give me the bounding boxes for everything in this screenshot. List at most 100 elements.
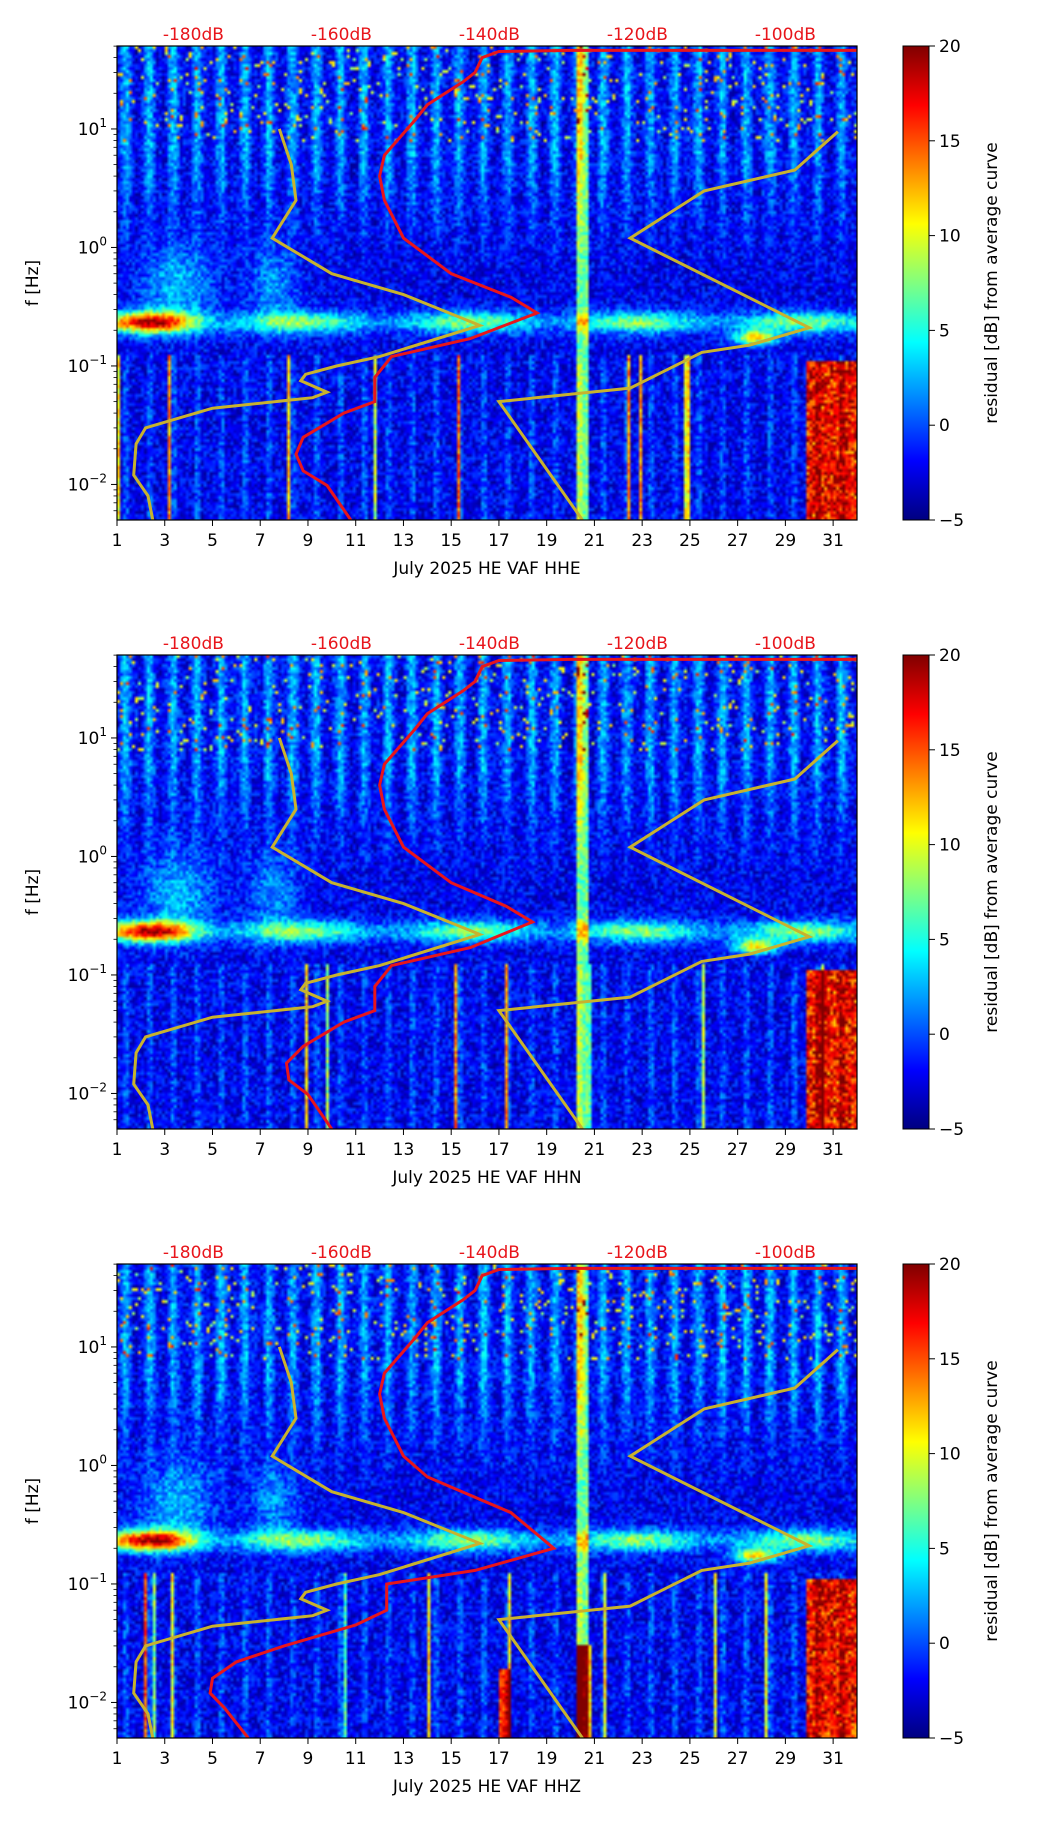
y-tick-base: 10 bbox=[78, 120, 100, 140]
x-tick-label: 5 bbox=[207, 531, 218, 551]
curves bbox=[132, 48, 857, 520]
x-tick-label: 11 bbox=[345, 531, 367, 551]
db-scale-label: -120dB bbox=[607, 25, 668, 45]
x-tick-label: 9 bbox=[303, 531, 314, 551]
colorbar-tick-label: 5 bbox=[939, 1539, 950, 1559]
y-axis-label: f [Hz] bbox=[23, 1478, 43, 1524]
x-tick-label: 13 bbox=[393, 531, 415, 551]
colorbar-tick-label: 0 bbox=[939, 1634, 950, 1654]
colorbar-tick-label: −5 bbox=[939, 1120, 964, 1140]
y-tick-label: 10−1 bbox=[68, 1571, 107, 1595]
x-axis-label: July 2025 HE VAF HHE bbox=[392, 559, 580, 579]
noise-model-high-curve bbox=[496, 130, 839, 520]
y-tick-base: 10 bbox=[78, 238, 100, 258]
x-tick-label: 21 bbox=[584, 1140, 606, 1160]
x-tick-label: 19 bbox=[536, 531, 558, 551]
y-tick-base: 10 bbox=[68, 1575, 90, 1595]
heatmap-canvas bbox=[117, 655, 857, 1129]
db-scale-label: -180dB bbox=[163, 1243, 224, 1263]
noise-model-high-curve bbox=[496, 1348, 839, 1738]
y-tick-base: 10 bbox=[68, 475, 90, 495]
x-tick-label: 31 bbox=[822, 531, 844, 551]
spectrogram-heatmap bbox=[117, 46, 857, 520]
x-tick-label: 25 bbox=[679, 531, 701, 551]
y-tick-base: 10 bbox=[78, 1456, 100, 1476]
db-scale-label: -120dB bbox=[607, 634, 668, 654]
x-tick-label: 5 bbox=[207, 1749, 218, 1769]
x-tick-label: 15 bbox=[440, 1749, 462, 1769]
x-tick-label: 17 bbox=[488, 531, 510, 551]
x-tick-label: 1 bbox=[112, 1140, 123, 1160]
colorbar bbox=[902, 1263, 930, 1739]
db-scale-label: -140dB bbox=[459, 634, 520, 654]
noise-model-low-curve bbox=[132, 737, 485, 1129]
y-tick-label: 10−1 bbox=[68, 962, 107, 986]
colorbar-tick-label: −5 bbox=[939, 1729, 964, 1749]
x-tick-label: 23 bbox=[631, 1140, 653, 1160]
curves bbox=[132, 657, 857, 1129]
y-tick-base: 10 bbox=[68, 1693, 90, 1713]
colorbar-tick-label: 5 bbox=[939, 321, 950, 341]
x-tick-label: 11 bbox=[345, 1140, 367, 1160]
colorbar-tick-label: 0 bbox=[939, 1025, 950, 1045]
colorbar-tick-label: 10 bbox=[939, 1445, 961, 1465]
colorbar-tick-label: 10 bbox=[939, 227, 961, 247]
y-tick-label: 101 bbox=[78, 725, 107, 749]
colorbar-label: residual [dB] from average curve bbox=[982, 142, 1002, 423]
colorbar-tick-label: 15 bbox=[939, 1350, 961, 1370]
x-tick-label: 7 bbox=[255, 531, 266, 551]
heatmap-canvas bbox=[117, 46, 857, 520]
y-tick-exp: 1 bbox=[99, 116, 107, 130]
x-tick-label: 3 bbox=[159, 531, 170, 551]
median-curve bbox=[294, 48, 857, 520]
x-tick-label: 17 bbox=[488, 1140, 510, 1160]
y-tick-label: 100 bbox=[78, 234, 107, 258]
x-tick-label: 19 bbox=[536, 1140, 558, 1160]
y-tick-exp: −1 bbox=[89, 1571, 107, 1585]
db-scale-label: -100dB bbox=[755, 634, 816, 654]
x-tick-label: 23 bbox=[631, 531, 653, 551]
y-tick-exp: −2 bbox=[89, 471, 107, 485]
db-scale-label: -120dB bbox=[607, 1243, 668, 1263]
curves bbox=[132, 1266, 857, 1738]
median-curve bbox=[208, 1266, 857, 1738]
y-tick-label: 100 bbox=[78, 1452, 107, 1476]
y-tick-exp: −2 bbox=[89, 1689, 107, 1703]
x-tick-label: 7 bbox=[255, 1749, 266, 1769]
colorbar-tick-label: 15 bbox=[939, 741, 961, 761]
x-tick-label: 29 bbox=[775, 1749, 797, 1769]
noise-model-high-curve bbox=[496, 739, 839, 1129]
x-tick-label: 15 bbox=[440, 531, 462, 551]
y-tick-exp: 0 bbox=[99, 843, 107, 857]
y-tick-exp: −1 bbox=[89, 353, 107, 367]
colorbar bbox=[902, 45, 930, 521]
y-tick-label: 10−2 bbox=[68, 1080, 107, 1104]
colorbar-label: residual [dB] from average curve bbox=[982, 751, 1002, 1032]
colorbar-tick-label: 20 bbox=[939, 1255, 961, 1275]
y-tick-exp: 1 bbox=[99, 725, 107, 739]
x-tick-label: 29 bbox=[775, 531, 797, 551]
y-tick-base: 10 bbox=[78, 847, 100, 867]
x-tick-label: 13 bbox=[393, 1749, 415, 1769]
x-tick-label: 13 bbox=[393, 1140, 415, 1160]
x-tick-label: 27 bbox=[727, 1749, 749, 1769]
y-tick-base: 10 bbox=[68, 966, 90, 986]
colorbar-tick-label: −5 bbox=[939, 511, 964, 531]
y-tick-base: 10 bbox=[68, 1084, 90, 1104]
colorbar-tick-label: 5 bbox=[939, 930, 950, 950]
x-tick-label: 21 bbox=[584, 531, 606, 551]
y-tick-exp: −2 bbox=[89, 1080, 107, 1094]
spectrogram-panel-1: 1 3 5 7 9 11 13 15 17 19 21 23 25 27 29 31 July 2025 HE … bbox=[0, 0, 1052, 600]
db-scale-label: -160dB bbox=[311, 1243, 372, 1263]
colorbar-tick-label: 15 bbox=[939, 132, 961, 152]
x-tick-label: 31 bbox=[822, 1749, 844, 1769]
x-tick-label: 25 bbox=[679, 1749, 701, 1769]
db-scale-label: -140dB bbox=[459, 25, 520, 45]
y-axis-label: f [Hz] bbox=[23, 869, 43, 915]
x-tick-label: 1 bbox=[112, 1749, 123, 1769]
y-tick-exp: 0 bbox=[99, 234, 107, 248]
x-tick-label: 9 bbox=[303, 1140, 314, 1160]
